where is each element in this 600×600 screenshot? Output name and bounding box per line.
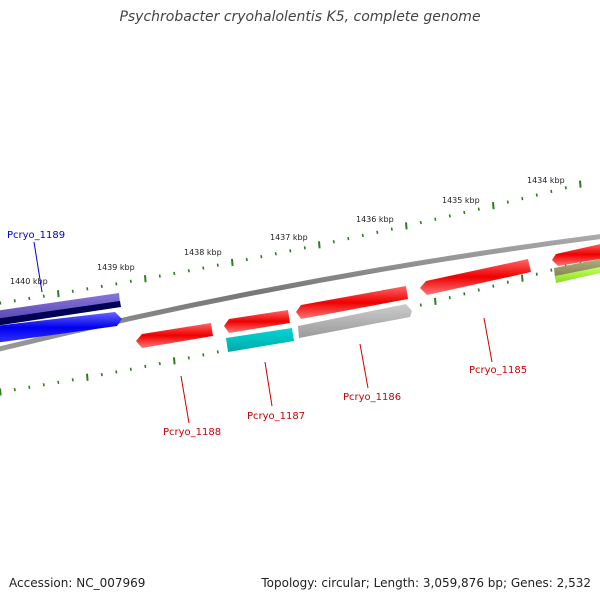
genome-summary-text: Topology: circular; Length: 3,059,876 bp…: [261, 576, 591, 590]
minor-tick: [245, 257, 248, 262]
tick-label-1436: 1436 kbp: [356, 215, 394, 224]
minor-tick: [173, 271, 176, 276]
tick-label-1435: 1435 kbp: [442, 196, 480, 205]
gene-label-pcryo-1189[interactable]: Pcryo_1189: [7, 230, 65, 241]
outer-tick-ring: [0, 180, 582, 305]
minor-tick: [13, 299, 16, 303]
major-tick: [521, 274, 524, 282]
leader-line-pcryo-1187: [264, 361, 273, 407]
major-tick: [173, 357, 176, 365]
minor-tick: [202, 353, 205, 357]
leader-line-pcryo-1186: [359, 343, 369, 389]
minor-tick: [13, 387, 16, 392]
leader-line-pcryo-1189: [33, 241, 43, 293]
minor-tick: [28, 296, 31, 301]
tick-label-1440: 1440 kbp: [10, 277, 48, 286]
minor-tick: [289, 249, 292, 253]
minor-tick: [216, 350, 219, 354]
minor-tick: [303, 246, 306, 250]
minor-tick: [535, 272, 538, 276]
minor-tick: [477, 207, 480, 211]
minor-tick: [477, 288, 480, 292]
minor-tick: [390, 227, 393, 231]
minor-tick: [202, 266, 205, 270]
minor-tick: [187, 356, 190, 360]
gene-arrow-pcryo-1185[interactable]: [420, 259, 531, 295]
minor-tick: [564, 186, 567, 190]
minor-tick: [492, 284, 495, 288]
major-tick: [492, 202, 495, 210]
gene-arrow-pcryo-1187[interactable]: [226, 328, 294, 352]
minor-tick: [71, 289, 74, 293]
minor-tick: [115, 282, 118, 286]
gene-label-pcryo-1188[interactable]: Pcryo_1188: [163, 427, 221, 438]
minor-tick: [419, 220, 422, 225]
minor-tick: [42, 383, 45, 387]
minor-tick: [158, 274, 161, 278]
major-tick: [434, 297, 437, 305]
major-tick: [57, 290, 60, 298]
major-tick: [86, 373, 89, 381]
gene-arrow-pcryo-1188[interactable]: [136, 323, 213, 348]
leader-line-pcryo-1188: [180, 375, 190, 424]
tick-label-1438: 1438 kbp: [184, 248, 222, 257]
leader-line-pcryo-1185: [483, 317, 493, 363]
tick-label-1434: 1434 kbp: [527, 176, 565, 185]
major-tick: [144, 275, 147, 283]
tick-label-1439: 1439 kbp: [97, 263, 135, 272]
minor-tick: [86, 287, 89, 291]
accession-text: Accession: NC_007969: [9, 576, 146, 590]
gene-feature-navy: [0, 301, 121, 326]
minor-tick: [57, 380, 60, 385]
minor-tick: [332, 240, 335, 244]
minor-tick: [419, 303, 422, 307]
major-tick: [231, 258, 234, 266]
minor-tick: [550, 268, 553, 272]
gene-label-pcryo-1186[interactable]: Pcryo_1186: [343, 392, 401, 403]
minor-tick: [100, 284, 103, 289]
gene-feature-lime[interactable]: [555, 266, 600, 283]
minor-tick: [361, 233, 364, 238]
minor-tick: [100, 372, 103, 377]
minor-tick: [28, 385, 31, 389]
minor-tick: [535, 193, 538, 197]
minor-tick: [448, 214, 451, 218]
gene-label-pcryo-1187[interactable]: Pcryo_1187: [247, 411, 305, 422]
minor-tick: [187, 269, 190, 273]
tick-label-1437: 1437 kbp: [270, 233, 308, 242]
minor-tick: [158, 361, 161, 366]
minor-tick: [448, 295, 451, 300]
major-tick: [0, 388, 2, 396]
minor-tick: [129, 367, 132, 371]
gene-arrow-pcryo-1186-red[interactable]: [296, 286, 408, 319]
minor-tick: [434, 217, 437, 221]
gene-label-pcryo-1185[interactable]: Pcryo_1185: [469, 365, 527, 376]
minor-tick: [506, 280, 509, 284]
major-tick: [405, 222, 408, 230]
minor-tick: [144, 364, 147, 369]
page-title: Psychrobacter cryohalolentis K5, complet…: [119, 9, 481, 25]
minor-tick: [463, 210, 466, 215]
minor-tick: [216, 263, 219, 267]
gene-feature-red-right[interactable]: [552, 243, 600, 266]
minor-tick: [376, 230, 379, 234]
gene-feature-grey[interactable]: [298, 304, 412, 338]
minor-tick: [550, 189, 553, 194]
minor-tick: [129, 279, 132, 283]
major-tick: [579, 180, 582, 188]
major-tick: [318, 241, 321, 249]
gene-arrow-pcryo-1189[interactable]: [0, 312, 122, 343]
minor-tick: [115, 370, 118, 374]
minor-tick: [274, 252, 277, 256]
minor-tick: [42, 294, 45, 298]
minor-tick: [0, 301, 2, 305]
minor-tick: [506, 200, 509, 204]
minor-tick: [463, 292, 466, 296]
minor-tick: [71, 378, 74, 382]
minor-tick: [347, 236, 350, 241]
minor-tick: [521, 196, 524, 201]
gene-feature-red-small[interactable]: [224, 310, 290, 333]
minor-tick: [260, 255, 263, 259]
